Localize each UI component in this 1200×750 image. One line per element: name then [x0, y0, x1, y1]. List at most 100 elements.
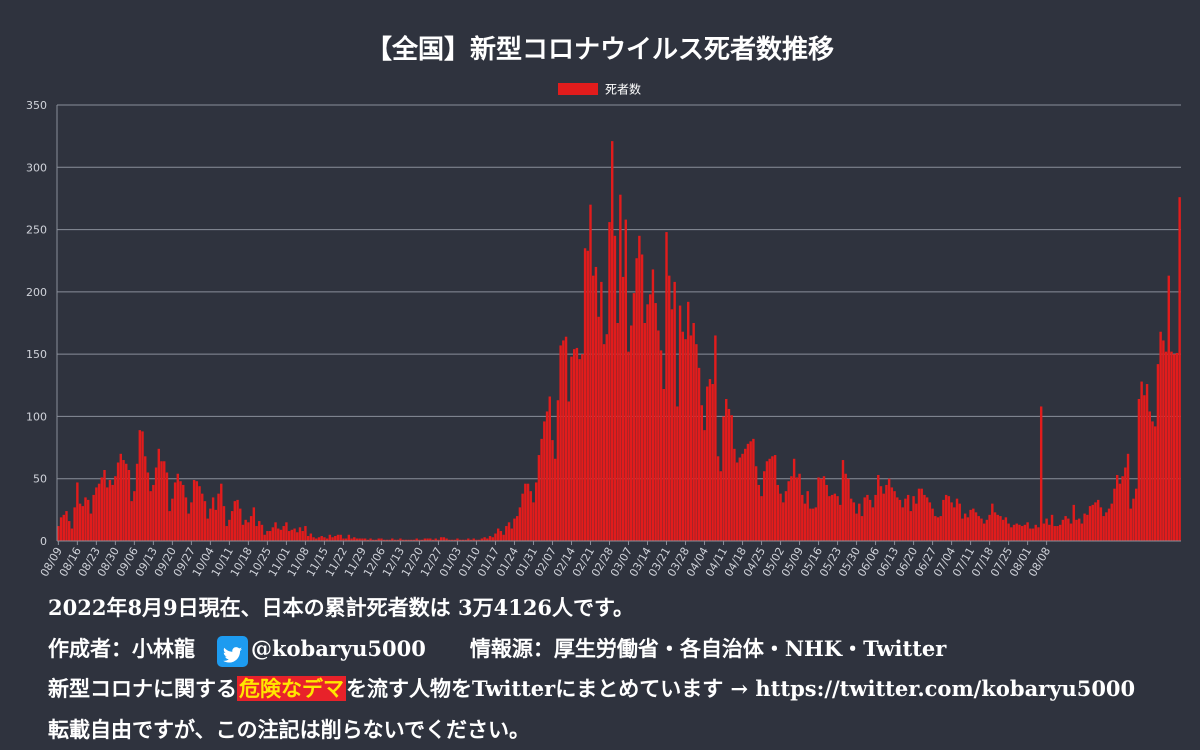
- bar: [510, 528, 513, 541]
- bar: [1167, 275, 1170, 541]
- bar: [597, 316, 600, 541]
- bar: [192, 479, 196, 541]
- bar: [1121, 476, 1124, 541]
- bar: [868, 499, 872, 541]
- cumulative-deaths-note: 2022年8月9日現在、日本の累計死者数は 3万4126人です。: [48, 595, 634, 620]
- bar: [249, 516, 253, 541]
- bar: [290, 529, 294, 541]
- bar: [475, 539, 478, 541]
- bar: [586, 250, 589, 541]
- bar: [179, 481, 182, 541]
- bar: [309, 533, 313, 541]
- bar: [195, 481, 199, 541]
- bar: [703, 430, 706, 541]
- bar: [279, 529, 283, 541]
- bar: [285, 522, 288, 541]
- bar: [825, 484, 828, 541]
- bar: [917, 488, 921, 541]
- bar: [602, 344, 606, 541]
- bar: [1151, 421, 1154, 541]
- bar: [1037, 527, 1040, 541]
- bar: [719, 471, 723, 541]
- misinfo-suffix[interactable]: を流す人物をTwitterにまとめています → https://twitter.…: [346, 676, 1136, 701]
- twitter-bird-icon: [217, 635, 248, 667]
- bar: [388, 539, 391, 541]
- bar: [1135, 488, 1138, 541]
- bar: [1105, 512, 1108, 541]
- bar: [730, 415, 733, 541]
- bar: [450, 539, 454, 541]
- bar: [448, 539, 451, 541]
- bar: [578, 359, 581, 541]
- bar: [325, 538, 329, 541]
- bar: [298, 527, 302, 541]
- bar: [391, 538, 394, 541]
- bar: [776, 484, 780, 541]
- bar: [662, 389, 665, 541]
- bar: [1007, 523, 1010, 541]
- bar: [901, 507, 904, 541]
- bar: [920, 488, 923, 541]
- bar: [630, 325, 633, 541]
- y-tick-label: 150: [26, 348, 47, 361]
- bar: [1156, 364, 1160, 541]
- credit-line: 作成者：小林龍 @kobaryu5000 情報源：厚生労働省・各自治体・NHK・Tw…: [48, 629, 1188, 670]
- bar: [944, 494, 948, 541]
- bar: [898, 499, 902, 541]
- bar: [146, 472, 150, 541]
- bar: [583, 248, 587, 541]
- bar: [366, 539, 370, 541]
- bar: [225, 526, 228, 541]
- bar: [678, 305, 682, 541]
- bar: [882, 493, 885, 541]
- bar: [640, 254, 644, 542]
- bar: [423, 538, 427, 541]
- bar: [152, 484, 155, 541]
- bar: [358, 538, 361, 541]
- bar: [1010, 527, 1013, 541]
- bar: [464, 539, 467, 541]
- chart: 【全国】新型コロナウイルス死者数推移 死者数 0 50 100 150 200 250 30…: [26, 34, 1181, 579]
- bar: [567, 401, 570, 541]
- bar: [537, 455, 541, 541]
- bar: [287, 531, 291, 541]
- bar: [673, 281, 676, 541]
- twitter-handle[interactable]: @kobaryu5000: [251, 635, 426, 661]
- bar: [187, 513, 190, 541]
- bar: [977, 516, 980, 541]
- bar: [991, 503, 994, 541]
- bar: [564, 336, 568, 541]
- bar: [700, 405, 704, 541]
- bar: [890, 487, 894, 541]
- bar: [896, 497, 899, 541]
- bar: [684, 339, 687, 541]
- bar: [515, 516, 519, 541]
- bar: [939, 516, 942, 541]
- bar: [513, 518, 516, 541]
- misinfo-note: 新型コロナに関する危険なデマを流す人物をTwitterにまとめています → ht…: [48, 669, 1188, 710]
- bar: [114, 476, 117, 541]
- bar: [233, 501, 237, 541]
- bar: [496, 528, 500, 541]
- bar: [559, 345, 562, 541]
- bar: [768, 458, 771, 541]
- bar: [1145, 384, 1149, 541]
- bar: [483, 537, 486, 541]
- bar: [706, 386, 709, 541]
- bar: [1126, 453, 1130, 541]
- bar: [382, 539, 386, 541]
- bar: [418, 539, 421, 541]
- bar: [363, 538, 367, 541]
- bar: [635, 258, 638, 541]
- bar: [931, 508, 934, 541]
- bar: [548, 396, 551, 541]
- bar: [681, 331, 684, 541]
- bar: [331, 537, 334, 541]
- bar: [505, 526, 508, 541]
- bar: [260, 524, 264, 541]
- bar: [692, 323, 695, 541]
- bar: [923, 494, 926, 541]
- bar: [271, 527, 275, 541]
- bar: [1067, 518, 1070, 541]
- chart-legend: 死者数: [558, 82, 641, 97]
